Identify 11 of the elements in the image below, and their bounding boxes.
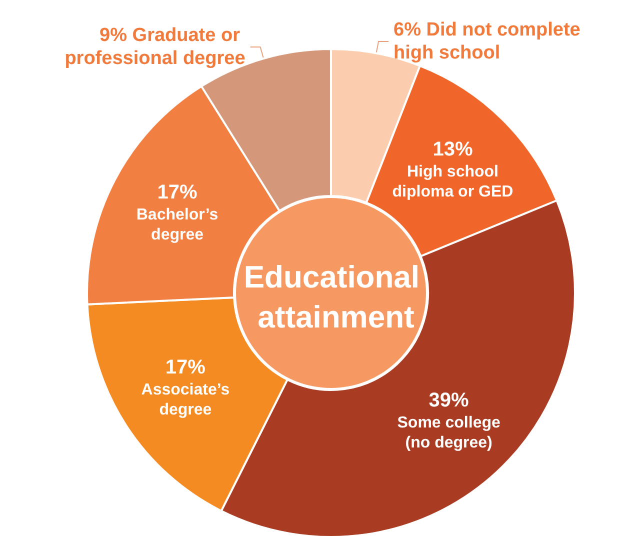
data-label: 17% xyxy=(165,356,206,378)
slice-label: Some college (no degree) xyxy=(397,414,500,452)
slice-label: 6% Did not complete high school xyxy=(394,19,586,64)
slice-label: Bachelor’s degree xyxy=(136,206,218,244)
slice-label: Associate’s degree xyxy=(141,381,230,418)
text: Educational attainment xyxy=(244,260,428,334)
slice-label: 9% Graduate or professional degree xyxy=(64,24,246,69)
data-label: 39% xyxy=(428,389,470,412)
data-label: 17% xyxy=(157,182,198,204)
slice-label: High school diploma or GED xyxy=(392,163,514,200)
data-label: 13% xyxy=(432,138,473,160)
